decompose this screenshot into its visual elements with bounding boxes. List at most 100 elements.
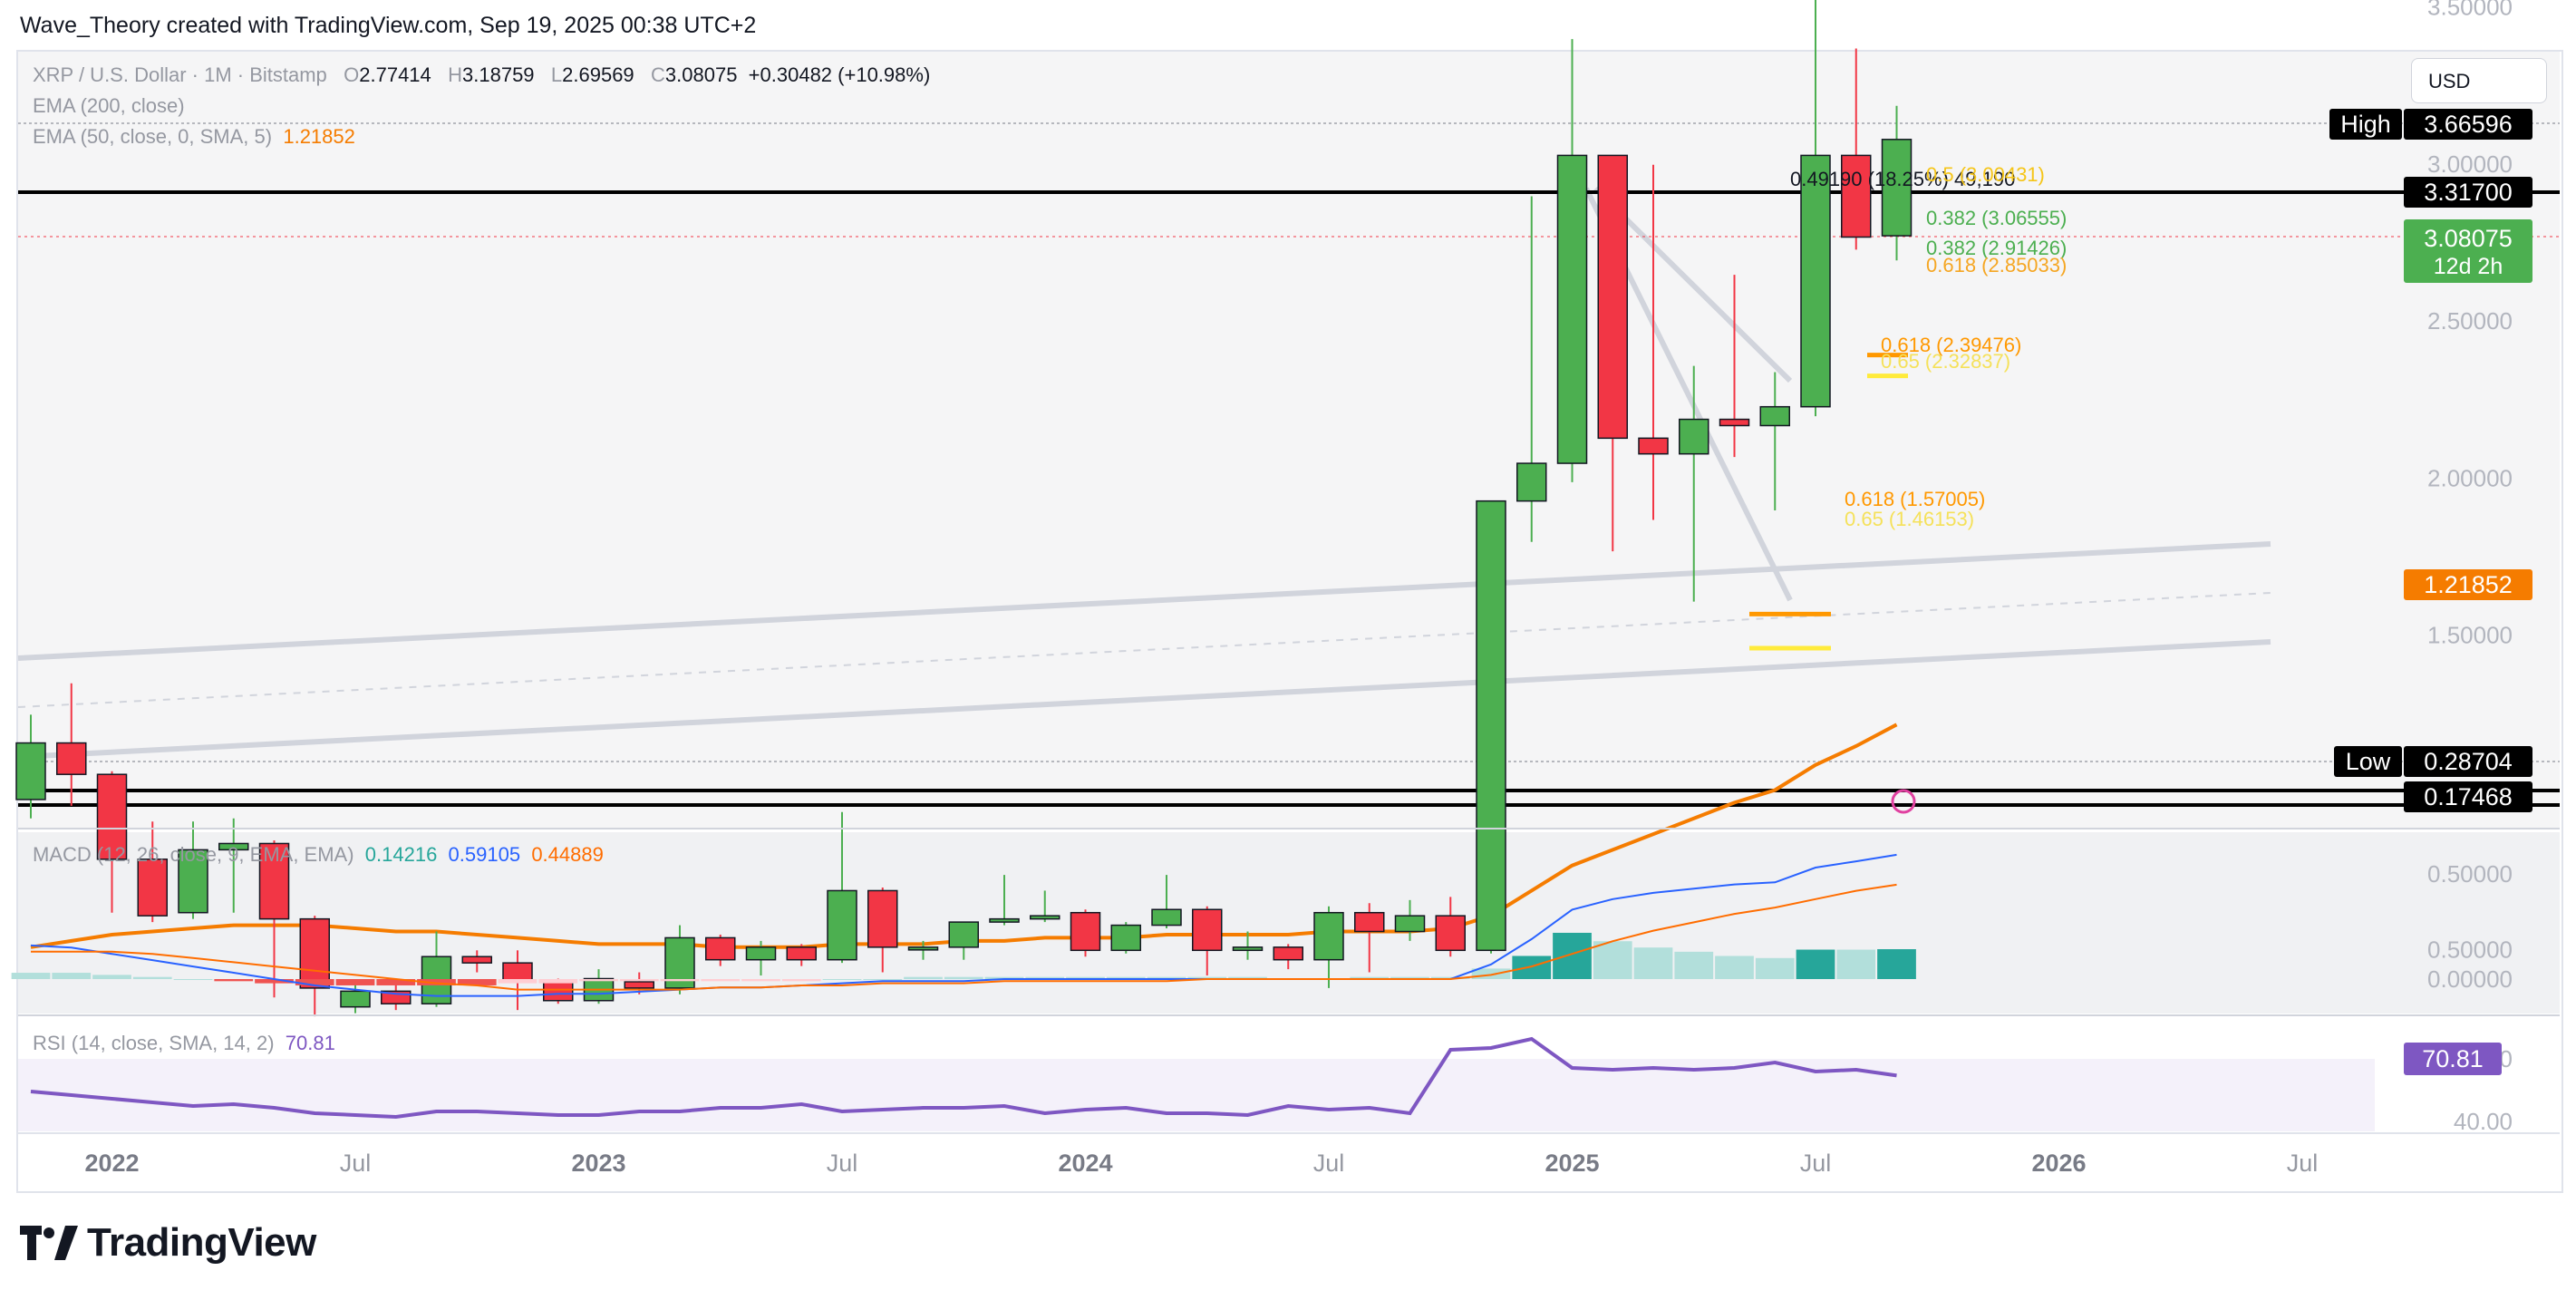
ema50-legend[interactable]: EMA (50, close, 0, SMA, 5) 1.21852: [33, 125, 355, 149]
candle-body: [907, 946, 939, 951]
candle-body: [1110, 924, 1141, 952]
macd-legend[interactable]: MACD (12, 26, close, 9, EMA, EMA) 0.1421…: [33, 843, 604, 867]
macd-histogram-bar: [173, 979, 213, 980]
candle-body: [827, 889, 857, 961]
candle-body: [1313, 911, 1344, 961]
close-key: C: [651, 63, 665, 86]
high-value: 3.18759: [462, 63, 535, 86]
open-key: O: [344, 63, 360, 86]
candle-body: [218, 842, 249, 851]
macd-histogram-bar: [498, 979, 537, 984]
time-axis-label: Jul: [1313, 1150, 1345, 1177]
macd-histogram-bar: [132, 976, 172, 979]
candle-body: [1556, 154, 1588, 464]
candle-body: [1759, 405, 1790, 427]
rsi-tick-label: 40.00: [2454, 1108, 2513, 1135]
macd-histogram-bar: [619, 979, 659, 982]
macd-histogram-bar: [1025, 976, 1065, 979]
candle-body: [1151, 908, 1182, 926]
last-price-tag: 3.08075: [2424, 225, 2513, 252]
time-axis-label: Jul: [827, 1150, 858, 1177]
price-tick-label: 1.50000: [2427, 622, 2513, 649]
macd-histogram-bar: [1471, 968, 1511, 979]
macd-histogram-bar: [904, 976, 943, 979]
ema200-label: EMA (200, close): [33, 94, 185, 117]
price-tick-label: 2.00000: [2427, 464, 2513, 491]
rsi-label: RSI (14, close, SMA, 14, 2): [33, 1032, 275, 1054]
candle-body: [258, 842, 290, 920]
change-value: +0.30482 (+10.98%): [748, 63, 931, 86]
macd-histogram-bar: [944, 976, 983, 979]
macd-histogram-bar: [1228, 976, 1267, 979]
macd-histogram-bar: [660, 979, 700, 982]
time-axis-label: Jul: [2287, 1150, 2319, 1177]
macd-histogram-bar: [1066, 976, 1105, 979]
macd-signal-value: 0.44889: [531, 843, 604, 866]
candle-body: [340, 990, 371, 1008]
candle-body: [96, 773, 128, 860]
macd-histogram-bar: [335, 979, 375, 985]
candles-layer: [15, 0, 1913, 1017]
rsi-tag-bg: [2404, 1043, 2502, 1075]
last-price-tag-bg: [2404, 219, 2532, 283]
macd-histogram-bar: [741, 979, 780, 982]
macd-histogram-bar: [1715, 956, 1754, 979]
candle-body: [1841, 154, 1872, 238]
fib-0618-cluster-label: 0.618 (2.85033): [1926, 254, 2067, 276]
candle-body: [786, 946, 817, 961]
ema-tag-bg: [2404, 569, 2532, 600]
brand-name: TradingView: [87, 1220, 316, 1265]
macd-histogram-bar: [214, 979, 254, 982]
ema-tag: 1.21852: [2424, 571, 2513, 598]
price-tick-label: 3.50000: [2427, 0, 2513, 21]
fib-0382-label: 0.382 (3.06555): [1926, 207, 2067, 229]
level-0174-tag-bg: [2404, 781, 2532, 812]
time-axis-label: 2025: [1545, 1150, 1599, 1177]
currency-selector[interactable]: USD: [2411, 58, 2547, 103]
candle-body: [1354, 911, 1385, 933]
candle-body: [1516, 462, 1547, 502]
candle-body: [56, 742, 87, 775]
macd-histogram-bar: [1512, 956, 1552, 979]
high-tag-value: 3.66596: [2424, 111, 2513, 138]
fib-0618-lower-label: 0.618 (1.57005): [1845, 488, 1985, 510]
candle-body: [502, 962, 533, 983]
open-value: 2.77414: [359, 63, 431, 86]
fib-0618-upper-label: 0.618 (2.39476): [1881, 334, 2021, 356]
candle-body: [1192, 908, 1223, 952]
countdown-tag: 12d 2h: [2434, 254, 2503, 279]
chart-header: Wave_Theory created with TradingView.com…: [20, 13, 757, 38]
macd-histogram-bar: [701, 979, 741, 982]
rsi-legend[interactable]: RSI (14, close, SMA, 14, 2) 70.81: [33, 1032, 335, 1055]
macd-label: MACD (12, 26, close, 9, EMA, EMA): [33, 843, 354, 866]
rsi-tag: 70.81: [2422, 1045, 2484, 1072]
macd-histogram-bar: [376, 979, 416, 985]
candle-body: [745, 946, 777, 961]
candle-body: [1394, 915, 1426, 933]
low-key: L: [550, 63, 563, 86]
candle-body: [178, 849, 208, 914]
candle-body: [15, 742, 46, 800]
time-axis-label: Jul: [1800, 1150, 1832, 1177]
candle-body: [1638, 437, 1669, 455]
candle-body: [1232, 946, 1264, 952]
price-tick-label: 3.00000: [2427, 150, 2513, 178]
macd-histogram-bar: [1633, 947, 1673, 979]
fib-05-label: 0.5 (3.00431): [1926, 163, 2045, 186]
candle-body: [1435, 915, 1466, 952]
channel-upper-line: [17, 541, 2271, 661]
channel-lower-line: [17, 639, 2271, 760]
low-tag-value-bg: [2404, 746, 2532, 777]
level-3317-tag: 3.31700: [2424, 179, 2513, 206]
macd-histogram-bar: [579, 979, 618, 982]
time-axis-label: 2022: [84, 1150, 139, 1177]
macd-histogram-bar: [1187, 976, 1227, 979]
ema200-legend[interactable]: EMA (200, close): [33, 94, 185, 118]
candle-body: [1476, 500, 1506, 952]
macd-histogram-bar: [11, 973, 51, 979]
price-pane-bg: [18, 52, 2560, 828]
candle-body: [948, 921, 979, 948]
